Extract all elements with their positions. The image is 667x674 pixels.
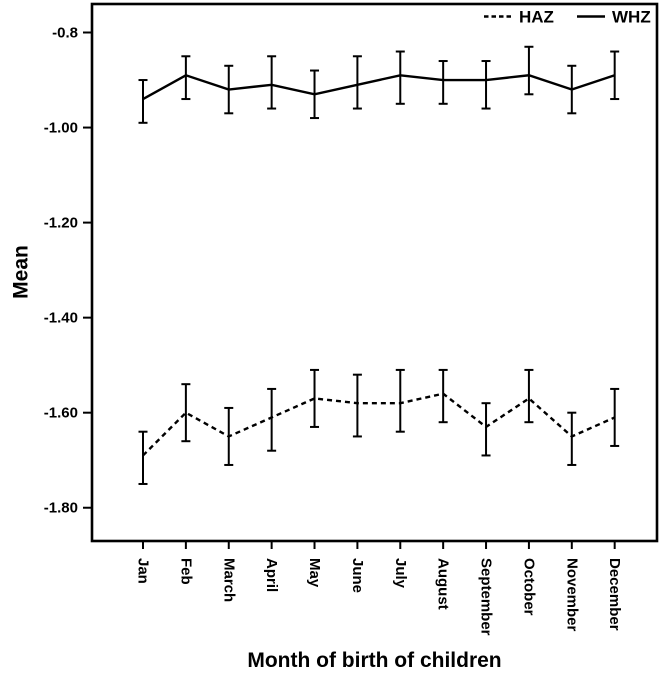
legend-label-whz: WHZ [612, 8, 651, 27]
x-tick-label: May [306, 558, 323, 588]
x-tick-label: Feb [177, 558, 194, 585]
legend-label-haz: HAZ [519, 8, 554, 27]
x-tick-label: July [392, 558, 409, 589]
x-tick-label: October [520, 558, 537, 616]
x-tick-label: June [349, 558, 366, 593]
x-tick-label: August [435, 558, 452, 610]
x-tick-label: November [563, 558, 580, 632]
y-tick-label: -1.20 [44, 215, 78, 232]
x-tick-label: Jan [135, 558, 152, 584]
whz-series-line [142, 73, 616, 101]
y-tick-label: -1.80 [44, 500, 78, 517]
y-tick-label: -1.00 [44, 120, 78, 137]
x-tick-label: April [263, 558, 280, 592]
plot-frame [90, 2, 659, 543]
y-tick-label: -0.8 [52, 25, 78, 42]
x-axis-title: Month of birth of children [247, 649, 501, 672]
y-tick-label: -1.40 [44, 310, 78, 327]
y-tick-label: -1.60 [44, 405, 78, 422]
y-axis-title: Mean [10, 245, 33, 299]
x-tick-label: September [478, 558, 495, 636]
x-tick-label: December [606, 558, 623, 631]
haz-series-line [142, 392, 616, 457]
x-tick-label: March [220, 558, 237, 602]
